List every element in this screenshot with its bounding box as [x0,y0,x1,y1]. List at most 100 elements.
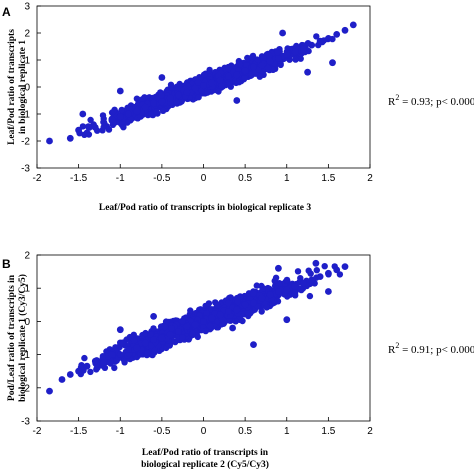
panel-b-cloud-point [203,310,210,317]
panel-a-cloud-point [159,107,167,115]
panel-b-data-point [229,324,237,332]
panel-a-cloud-point [256,73,263,80]
panel-a-y-tick-label: -2 [21,137,30,148]
panel-b-data-point [58,376,66,383]
panel-a-data-point [166,94,174,102]
panel-a-data-point [133,107,141,115]
panel-b-data-point [283,286,291,294]
panel-b-r2-sup: 2 [395,341,399,350]
panel-a-data-point [325,35,332,42]
panel-a-cloud-point [85,123,92,130]
panel-a-data-point [304,68,311,76]
panel-a-data-point [349,21,357,29]
panel-b-cloud-point [234,298,241,306]
panel-b-x-tick-label: 0 [201,426,207,437]
panel-a-data-point [308,41,316,49]
panel-a-cloud-point [124,119,131,126]
panel-b-data-point [308,276,316,284]
panel-b-cloud-point [214,301,221,309]
panel-b-points [46,259,349,395]
panel-a-cloud-point [241,74,248,81]
panel-b-x-tick-label: -1 [116,426,125,437]
panel-a-x-tick-label: 0.5 [238,173,252,184]
panel-b-data-point [241,301,249,309]
panel-a-cloud-point [139,96,146,103]
panel-a-r2-annotation: R2 = 0.93; p< 0.000 [388,93,474,108]
panel-a-data-point [233,97,241,104]
panel-a-cloud-point [243,62,250,69]
panel-b-cloud-point [162,318,170,325]
panel-b-data-point [325,288,332,295]
panel-a-data-point [266,57,274,65]
panel-b-x-tick-label: 2 [367,426,373,437]
panel-b-cloud-point [250,290,257,297]
panel-a-data-point [341,26,349,34]
panel-a-x-tick-label: -1 [116,173,125,184]
panel-b-cloud-point [211,310,218,317]
panel-b-x-ticks: -2 -1.5 -1 -0.5 0 0.5 1 1.5 2 [33,417,373,437]
panel-b-data-point [183,323,191,330]
panel-a-data-point [83,129,91,137]
panel-b-data-point [91,357,99,365]
panel-b-ylabel-line-1: Pod/Leaf ratio of transcripts in [7,274,17,401]
panel-a-cloud-point [297,55,304,62]
panel-b-y-tick-label: 1 [24,284,30,295]
panel-a-data-point [46,137,53,145]
panel-b-data-point [66,371,74,378]
panel-b-data-point [250,299,257,307]
panel-a-cloud-point [118,106,126,114]
panel-a-data-point [91,124,99,131]
panel-b-cloud-point [306,292,314,300]
panel-a-cloud-point [100,123,107,131]
panel-b-cloud-point [147,331,154,338]
panel-b-data-point [283,316,291,324]
panel-a-points [46,21,357,145]
panel-a-data-point [333,31,341,38]
panel-a-data-point [158,98,166,106]
panel-b-data-point [341,263,349,270]
panel-b-cloud-point [321,263,328,270]
panel-b-cloud-point [294,268,302,275]
panel-b-data-point [125,346,132,353]
panel-b-cloud-point [107,360,114,367]
panel-a-cloud-point [284,45,291,52]
panel-a-r2-rest: = 0.93; p< 0.000 [399,96,474,108]
panel-a-y-tick-label: 3 [24,2,30,13]
panel-a-cloud-point [292,56,299,63]
panel-b-data-point [275,264,282,272]
panel-b-cloud-point [271,277,278,285]
panel-a-cloud-point [99,112,107,119]
panel-a-data-point [75,126,82,134]
panel-a-cloud-point [105,126,113,133]
panel-b-data-point [312,259,320,267]
panel-a-xlabel: Leaf/Pod ratio of transcripts in biologi… [99,203,311,213]
panel-b-cloud-point [179,318,186,325]
panel-a-data-point [116,87,124,95]
panel-b-data-point [275,288,282,295]
panel-a-data-point [175,91,182,99]
panel-a-cloud-point [286,56,293,63]
panel-b-cloud-point [189,330,196,338]
panel-a-cloud-point [313,33,320,40]
panel-b-cloud-point [130,337,138,344]
panel-b-cloud-point [296,285,304,292]
panel-a-data-point [208,79,216,87]
panel-a-x-tick-label: 0 [201,173,207,184]
panel-a-data-point [158,74,166,81]
panel-b-data-point [150,313,158,320]
panel-a-cloud-point [236,61,244,68]
panel-a-ylabel: Leaf/Pod ratio of transcripts in biologi… [7,29,28,145]
panel-b-y-tick-label: -1 [21,350,30,361]
panel-a-ylabel-line-1: Leaf/Pod ratio of transcripts [7,29,17,145]
panel-a-cloud-point [274,48,281,56]
panel-a-data-point [300,45,307,53]
panel-b-data-point [141,339,149,347]
panel-b-data-point [316,273,324,280]
panel-b-y-tick-label: 2 [24,251,30,262]
panel-b-cloud-point [244,309,251,316]
panel-a-cloud-point [218,82,225,90]
panel-b-x-tick-label: 0.5 [238,426,252,437]
panel-b-cloud-point [206,322,214,330]
panel-b-data-point [291,283,299,290]
